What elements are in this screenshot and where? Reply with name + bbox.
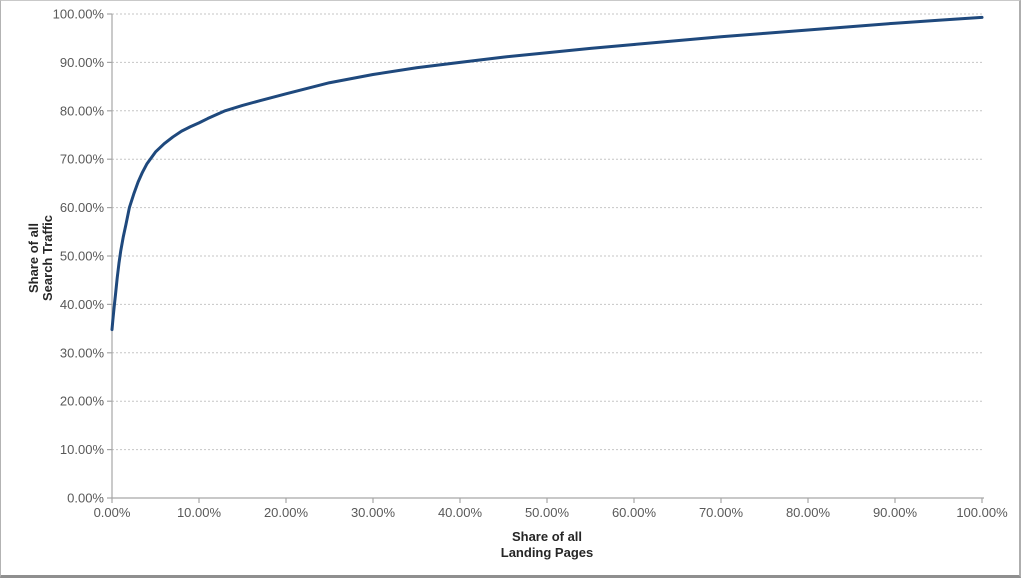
y-tick-label: 80.00% [60, 103, 105, 118]
y-tick-label: 0.00% [67, 491, 104, 506]
x-tick-label: 80.00% [786, 505, 831, 520]
x-tick-label: 100.00% [956, 505, 1008, 520]
x-tick-label: 20.00% [264, 505, 309, 520]
x-tick-label: 0.00% [94, 505, 131, 520]
y-tick-labels: 0.00% 10.00% 20.00% 30.00% 40.00% 50.00% 60.00… [53, 7, 112, 506]
x-tick-label: 60.00% [612, 505, 657, 520]
y-tick-label: 40.00% [60, 297, 105, 312]
traffic-share-curve [110, 15, 984, 332]
y-tick-label: 10.00% [60, 442, 105, 457]
y-tick-label: 20.00% [60, 394, 105, 409]
x-tick-label: 70.00% [699, 505, 744, 520]
y-tick-label: 60.00% [60, 200, 105, 215]
x-tick-label: 10.00% [177, 505, 222, 520]
x-tick-label: 40.00% [438, 505, 483, 520]
y-gridlines [112, 13, 982, 451]
y-tick-label: 30.00% [60, 345, 105, 360]
x-tick-label: 50.00% [525, 505, 570, 520]
y-tick-label: 70.00% [60, 152, 105, 167]
y-tick-label: 100.00% [53, 7, 105, 22]
x-tick-label: 90.00% [873, 505, 918, 520]
y-tick-label: 50.00% [60, 249, 105, 264]
y-tick-label: 90.00% [60, 55, 105, 70]
x-tick-labels: 0.00% 10.00% 20.00% 30.00% 40.00% 50.00% 60.00… [94, 498, 1008, 520]
x-tick-label: 30.00% [351, 505, 396, 520]
